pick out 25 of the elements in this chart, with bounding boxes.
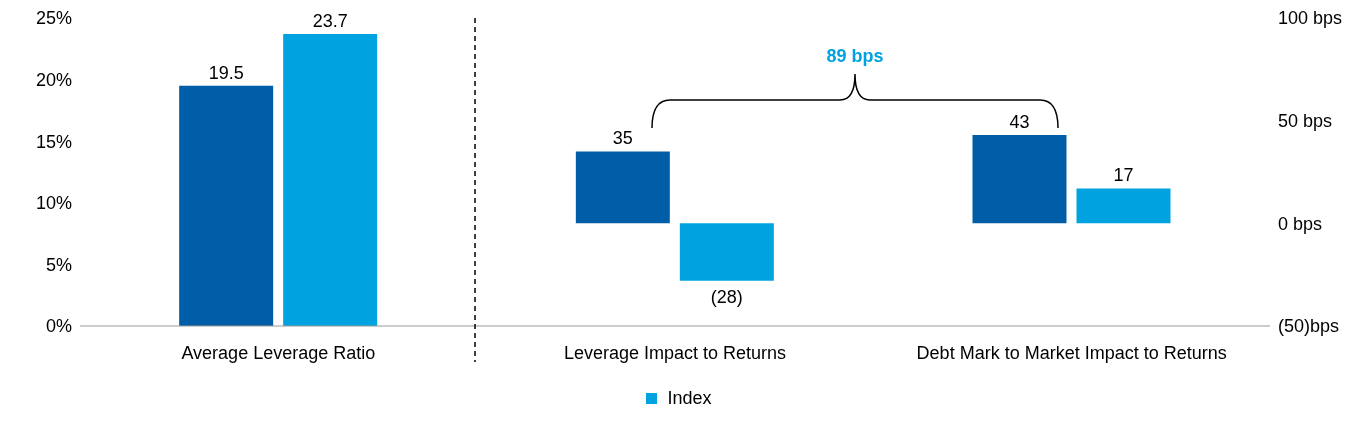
y2-tick-label: 0 bps bbox=[1278, 213, 1323, 234]
bar bbox=[1076, 188, 1171, 224]
bar bbox=[972, 135, 1067, 224]
data-label: 35 bbox=[612, 128, 633, 149]
x-tick-label: Debt Mark to Market Impact to Returns bbox=[916, 342, 1227, 363]
y-tick-label: 10% bbox=[35, 193, 72, 214]
data-label: 23.7 bbox=[312, 11, 348, 32]
bar bbox=[575, 151, 670, 224]
x-tick-label: Leverage Impact to Returns bbox=[563, 342, 787, 363]
y-tick-label: 20% bbox=[35, 69, 72, 90]
annotation: 89 bps bbox=[825, 46, 885, 67]
y2-tick-label: 100 bps bbox=[1278, 8, 1343, 29]
y-tick-label: 5% bbox=[45, 254, 72, 275]
legend-label: Index bbox=[667, 388, 712, 409]
y-tick-label: 25% bbox=[35, 8, 72, 29]
data-label: 17 bbox=[1113, 165, 1134, 186]
y-tick-label: 15% bbox=[35, 131, 72, 152]
y2-tick-label: (50)bps bbox=[1278, 316, 1340, 337]
data-label: 19.5 bbox=[208, 62, 244, 83]
y-tick-label: 0% bbox=[45, 316, 72, 337]
x-tick-label: Average Leverage Ratio bbox=[181, 342, 376, 363]
bar bbox=[679, 223, 774, 281]
y2-tick-label: 50 bps bbox=[1278, 111, 1333, 132]
data-label: 43 bbox=[1009, 112, 1030, 133]
data-label: (28) bbox=[710, 286, 743, 307]
